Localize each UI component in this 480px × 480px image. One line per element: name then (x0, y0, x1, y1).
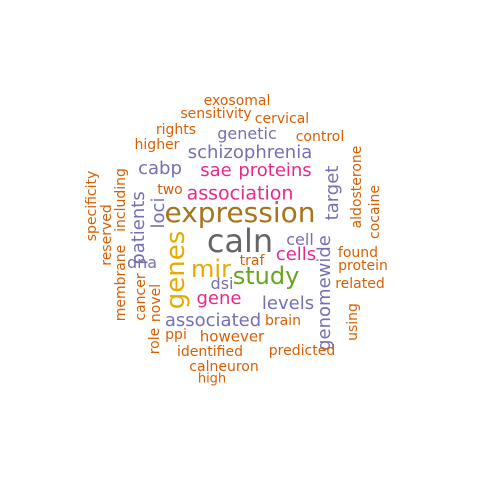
word-however: however (199, 327, 265, 346)
word-genomewide: genomewide (314, 235, 335, 351)
word-two: two (157, 182, 183, 198)
word-including: including (113, 168, 129, 232)
word-sae: sae (200, 160, 232, 181)
word-schizophrenia: schizophrenia (187, 142, 313, 163)
word-ppi: ppi (165, 327, 187, 343)
word-cell: cell (286, 230, 314, 249)
word-related: related (335, 276, 385, 292)
word-traf: traf (239, 253, 265, 269)
word-association: association (186, 182, 294, 205)
word-expression: expression (164, 196, 316, 229)
word-study: study (232, 262, 300, 290)
word-control: control (295, 129, 345, 145)
word-dsi: dsi (210, 274, 234, 293)
word-levels: levels (261, 293, 315, 314)
word-associated: associated (164, 310, 262, 331)
word-genetic: genetic (217, 124, 277, 143)
word-mir: mir (191, 255, 231, 283)
word-novel: novel (148, 283, 164, 323)
word-aldosterone: aldosterone (349, 145, 365, 229)
word-gene: gene (196, 288, 242, 309)
word-target: target (322, 165, 343, 221)
word-dna: dna (126, 253, 158, 272)
word-cabp: cabp (138, 158, 182, 179)
word-cocaine: cocaine (367, 185, 383, 239)
word-cervical: cervical (254, 111, 310, 127)
word-high: high (197, 371, 227, 387)
word-caln: caln (206, 222, 274, 260)
word-using: using (345, 303, 361, 341)
word-genes: genes (161, 230, 191, 310)
word-specificity: specificity (84, 170, 100, 242)
word-cancer: cancer (133, 273, 149, 321)
word-calneuron: calneuron (189, 359, 259, 375)
word-reserved: reserved (99, 204, 115, 266)
word-exosomal: exosomal (203, 93, 271, 109)
word-found: found (337, 245, 379, 261)
word-membrane: membrane (113, 244, 129, 322)
word-brain: brain (265, 313, 301, 329)
word-rights: rights (155, 122, 197, 138)
word-protein: protein (338, 258, 388, 274)
word-sensitivity: sensitivity (180, 106, 252, 122)
word-identified: identified (177, 344, 243, 360)
word-predicted: predicted (268, 343, 336, 359)
word-higher: higher (134, 137, 180, 153)
word-role: role (147, 327, 163, 355)
word-proteins: proteins (238, 160, 312, 181)
word-cells: cells (275, 244, 317, 265)
